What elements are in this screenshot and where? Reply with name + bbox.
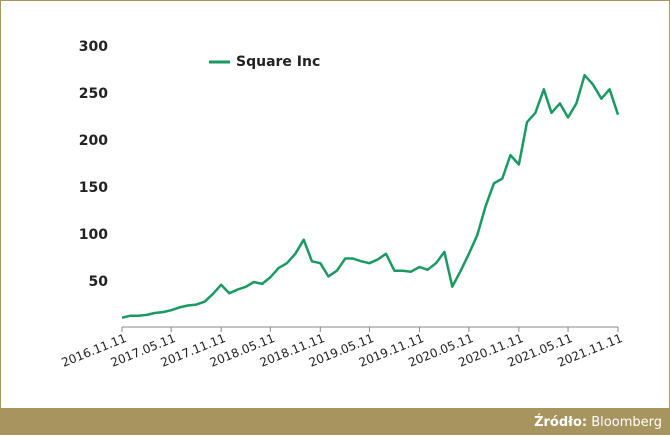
legend-label: Square Inc xyxy=(236,54,320,70)
footer-bar xyxy=(0,408,670,435)
y-tick-label: 100 xyxy=(79,227,108,243)
line-series xyxy=(121,73,620,319)
source: Źródło: Bloomberg xyxy=(534,414,662,430)
y-tick-label: 200 xyxy=(79,133,108,149)
y-tick-label: 150 xyxy=(79,180,108,196)
y-tick-label: 50 xyxy=(89,274,109,290)
source-name: Bloomberg xyxy=(591,415,662,430)
y-tick-label: 250 xyxy=(79,86,108,102)
y-tick-label: 300 xyxy=(79,39,108,55)
source-label: Źródło: xyxy=(534,414,587,430)
